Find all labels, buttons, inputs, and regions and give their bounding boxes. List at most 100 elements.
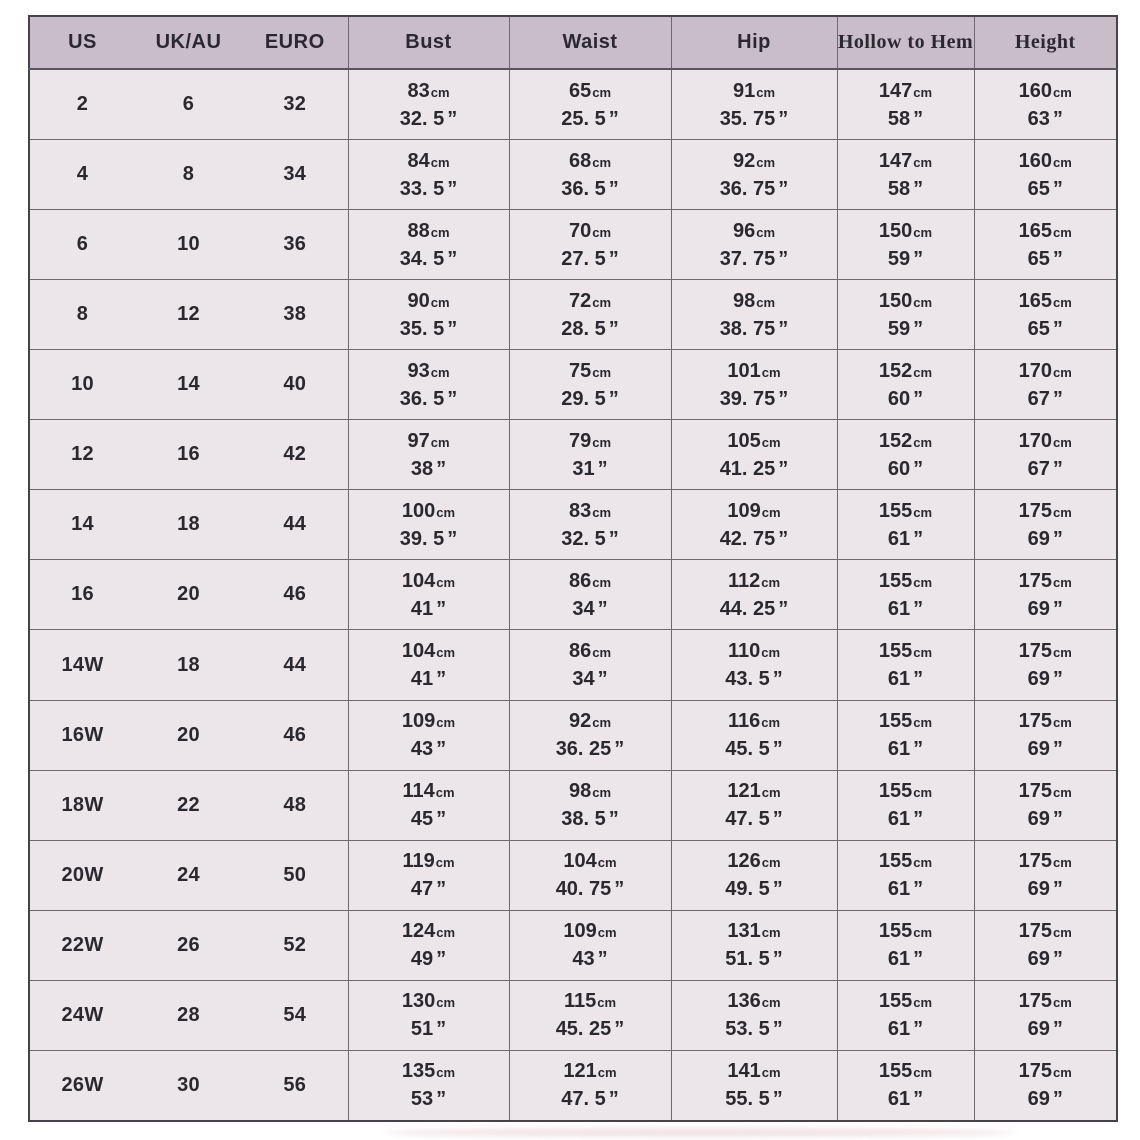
header-height: Height: [973, 16, 1117, 70]
bust-cell: 97cm 38”: [347, 419, 509, 491]
euro-size-cell: 56: [242, 1050, 348, 1121]
table-row: 12 16 42 97cm 38” 79cm 31” 105cm 41. 25”…: [29, 419, 1117, 491]
height-cell: 175cm 69”: [973, 980, 1117, 1051]
hollow-to-hem-cell: 155cm 61”: [836, 559, 974, 631]
euro-size-cell: 38: [242, 279, 348, 351]
ukau-size-cell: 12: [135, 279, 242, 351]
hollow-to-hem-cell: 152cm 60”: [836, 419, 974, 491]
ukau-size-cell: 30: [135, 1050, 242, 1121]
table-row: 18W 22 48 114cm 45” 98cm 38. 5” 121cm 47…: [29, 770, 1117, 841]
hip-cell: 126cm 49. 5”: [670, 840, 837, 911]
bust-cell: 104cm 41”: [347, 559, 509, 631]
bust-cell: 100cm 39. 5”: [347, 489, 509, 561]
euro-size-cell: 54: [242, 980, 348, 1051]
hip-cell: 105cm 41. 25”: [670, 419, 837, 491]
table-row: 14 18 44 100cm 39. 5” 83cm 32. 5” 109cm …: [29, 489, 1117, 561]
height-cell: 175cm 69”: [973, 910, 1117, 981]
waist-cell: 68cm 36. 5”: [508, 139, 671, 211]
euro-size-cell: 52: [242, 910, 348, 981]
ukau-size-cell: 26: [135, 910, 242, 981]
table-row: 14W 18 44 104cm 41” 86cm 34” 110cm 43. 5…: [29, 629, 1117, 701]
height-cell: 170cm 67”: [973, 419, 1117, 491]
us-size-cell: 6: [29, 209, 135, 281]
us-size-cell: 16W: [29, 700, 135, 771]
height-cell: 165cm 65”: [973, 209, 1117, 281]
waist-cell: 104cm 40. 75”: [508, 840, 671, 911]
waist-cell: 98cm 38. 5”: [508, 770, 671, 841]
hip-cell: 91cm 35. 75”: [670, 69, 837, 141]
table-row: 4 8 34 84cm 33. 5” 68cm 36. 5” 92cm 36. …: [29, 139, 1117, 211]
euro-size-cell: 50: [242, 840, 348, 911]
ukau-size-cell: 24: [135, 840, 242, 911]
euro-size-cell: 40: [242, 349, 348, 421]
waist-cell: 121cm 47. 5”: [508, 1050, 671, 1121]
ukau-size-cell: 16: [135, 419, 242, 491]
table-row: 2 6 32 83cm 32. 5” 65cm 25. 5” 91cm 35. …: [29, 69, 1117, 141]
table-row: 22W 26 52 124cm 49” 109cm 43” 131cm 51. …: [29, 910, 1117, 981]
ukau-size-cell: 18: [135, 489, 242, 561]
waist-cell: 92cm 36. 25”: [508, 700, 671, 771]
us-size-cell: 20W: [29, 840, 135, 911]
table-row: 8 12 38 90cm 35. 5” 72cm 28. 5” 98cm 38.…: [29, 279, 1117, 351]
bust-cell: 119cm 47”: [347, 840, 509, 911]
ukau-size-cell: 22: [135, 770, 242, 841]
header-us: US: [29, 16, 135, 70]
us-size-cell: 10: [29, 349, 135, 421]
waist-cell: 65cm 25. 5”: [508, 69, 671, 141]
us-size-cell: 12: [29, 419, 135, 491]
hip-cell: 116cm 45. 5”: [670, 700, 837, 771]
waist-cell: 86cm 34”: [508, 559, 671, 631]
us-size-cell: 2: [29, 69, 135, 141]
ukau-size-cell: 20: [135, 700, 242, 771]
height-cell: 170cm 67”: [973, 349, 1117, 421]
header-hip: Hip: [670, 16, 837, 70]
height-cell: 160cm 63”: [973, 69, 1117, 141]
hollow-to-hem-cell: 155cm 61”: [836, 489, 974, 561]
waist-cell: 109cm 43”: [508, 910, 671, 981]
bust-cell: 109cm 43”: [347, 700, 509, 771]
header-waist: Waist: [508, 16, 671, 70]
euro-size-cell: 48: [242, 770, 348, 841]
bust-cell: 84cm 33. 5”: [347, 139, 509, 211]
hip-cell: 101cm 39. 75”: [670, 349, 837, 421]
waist-cell: 70cm 27. 5”: [508, 209, 671, 281]
height-cell: 175cm 69”: [973, 1050, 1117, 1121]
table-row: 26W 30 56 135cm 53” 121cm 47. 5” 141cm 5…: [29, 1050, 1117, 1121]
bust-cell: 130cm 51”: [347, 980, 509, 1051]
header-euro: EURO: [242, 16, 348, 70]
euro-size-cell: 34: [242, 139, 348, 211]
bust-cell: 104cm 41”: [347, 629, 509, 701]
header-bust: Bust: [347, 16, 509, 70]
size-chart: US UK/AU EURO Bust Waist Hip Hollow to H…: [28, 15, 1118, 1122]
waist-cell: 115cm 45. 25”: [508, 980, 671, 1051]
size-chart-table: US UK/AU EURO Bust Waist Hip Hollow to H…: [28, 15, 1118, 1122]
us-size-cell: 14W: [29, 629, 135, 701]
height-cell: 175cm 69”: [973, 700, 1117, 771]
us-size-cell: 16: [29, 559, 135, 631]
hip-cell: 112cm 44. 25”: [670, 559, 837, 631]
hollow-to-hem-cell: 155cm 61”: [836, 1050, 974, 1121]
height-cell: 160cm 65”: [973, 139, 1117, 211]
waist-cell: 72cm 28. 5”: [508, 279, 671, 351]
height-cell: 175cm 69”: [973, 629, 1117, 701]
hip-cell: 131cm 51. 5”: [670, 910, 837, 981]
height-cell: 175cm 69”: [973, 840, 1117, 911]
euro-size-cell: 32: [242, 69, 348, 141]
hollow-to-hem-cell: 152cm 60”: [836, 349, 974, 421]
us-size-cell: 26W: [29, 1050, 135, 1121]
hollow-to-hem-cell: 155cm 61”: [836, 629, 974, 701]
table-row: 10 14 40 93cm 36. 5” 75cm 29. 5” 101cm 3…: [29, 349, 1117, 421]
hollow-to-hem-cell: 147cm 58”: [836, 69, 974, 141]
bust-cell: 124cm 49”: [347, 910, 509, 981]
table-row: 24W 28 54 130cm 51” 115cm 45. 25” 136cm …: [29, 980, 1117, 1051]
us-size-cell: 22W: [29, 910, 135, 981]
waist-cell: 83cm 32. 5”: [508, 489, 671, 561]
hollow-to-hem-cell: 155cm 61”: [836, 910, 974, 981]
hip-cell: 136cm 53. 5”: [670, 980, 837, 1051]
header-uk-au: UK/AU: [135, 16, 242, 70]
bust-cell: 93cm 36. 5”: [347, 349, 509, 421]
hip-cell: 121cm 47. 5”: [670, 770, 837, 841]
height-cell: 175cm 69”: [973, 559, 1117, 631]
bust-cell: 135cm 53”: [347, 1050, 509, 1121]
hollow-to-hem-cell: 147cm 58”: [836, 139, 974, 211]
